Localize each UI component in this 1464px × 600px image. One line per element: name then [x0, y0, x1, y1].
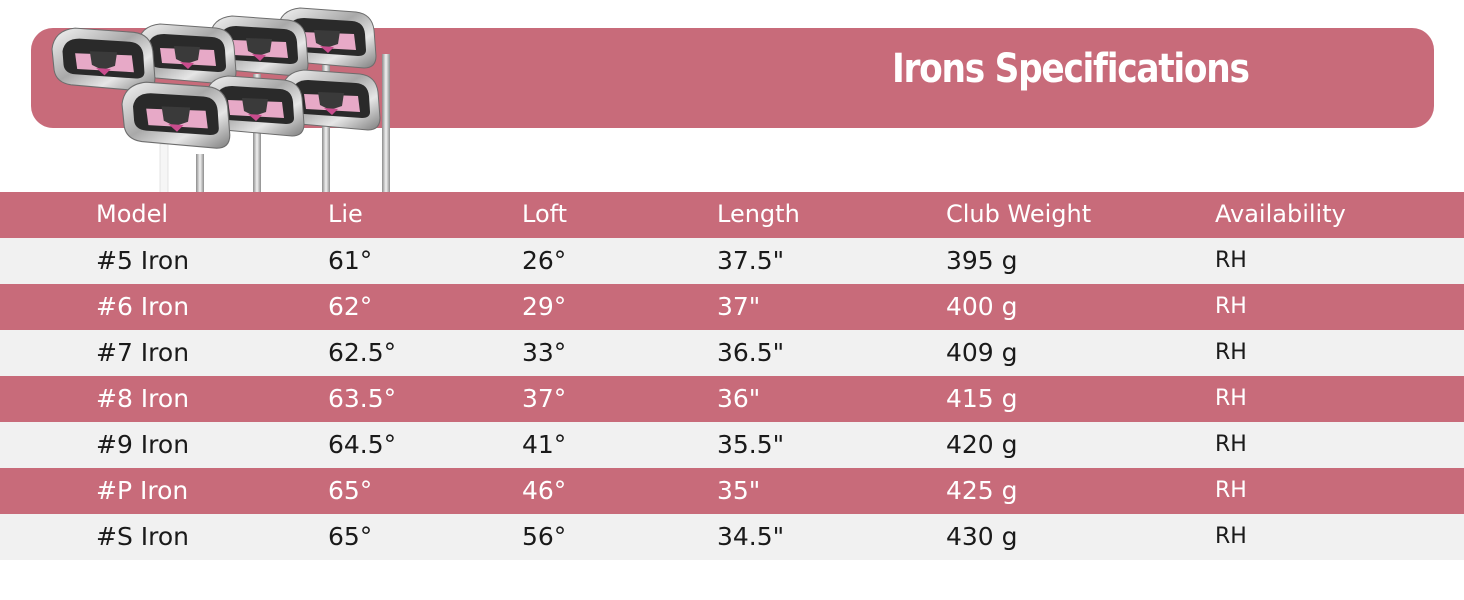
- cell-club-weight: 400 g: [946, 292, 1018, 321]
- cell-length: 36": [717, 384, 761, 413]
- table-row: #7 Iron 62.5° 33° 36.5" 409 g RH: [0, 330, 1464, 376]
- cell-loft: 26°: [522, 246, 567, 275]
- cell-lie: 62°: [328, 292, 373, 321]
- cell-club-weight: 415 g: [946, 384, 1018, 413]
- table-row: #P Iron 65° 46° 35" 425 g RH: [0, 468, 1464, 514]
- cell-loft: 46°: [522, 476, 567, 505]
- cell-availability: RH: [1215, 432, 1247, 457]
- page-title: Irons Specifications: [892, 46, 1250, 92]
- cell-model: #7 Iron: [96, 338, 190, 367]
- cell-model: #6 Iron: [96, 292, 190, 321]
- cell-club-weight: 425 g: [946, 476, 1018, 505]
- cell-length: 35": [717, 476, 761, 505]
- cell-lie: 61°: [328, 246, 373, 275]
- cell-length: 34.5": [717, 522, 785, 551]
- table-row: #S Iron 65° 56° 34.5" 430 g RH: [0, 514, 1464, 560]
- cell-model: #9 Iron: [96, 430, 190, 459]
- cell-loft: 33°: [522, 338, 567, 367]
- cell-loft: 56°: [522, 522, 567, 551]
- iron-set-image: [51, 7, 390, 196]
- table-header-row: Model Lie Loft Length Club Weight Availa…: [0, 192, 1464, 238]
- cell-availability: RH: [1215, 248, 1247, 273]
- cell-model: #P Iron: [96, 476, 189, 505]
- cell-length: 37.5": [717, 246, 785, 275]
- cell-club-weight: 430 g: [946, 522, 1018, 551]
- cell-length: 36.5": [717, 338, 785, 367]
- cell-availability: RH: [1215, 386, 1247, 411]
- cell-lie: 65°: [328, 476, 373, 505]
- cell-availability: RH: [1215, 340, 1247, 365]
- cell-availability: RH: [1215, 478, 1247, 503]
- cell-club-weight: 420 g: [946, 430, 1018, 459]
- table-row: #6 Iron 62° 29° 37" 400 g RH: [0, 284, 1464, 330]
- header-lie: Lie: [328, 200, 363, 228]
- cell-club-weight: 409 g: [946, 338, 1018, 367]
- cell-club-weight: 395 g: [946, 246, 1018, 275]
- header-length: Length: [717, 200, 800, 228]
- cell-lie: 65°: [328, 522, 373, 551]
- header-club-weight: Club Weight: [946, 200, 1092, 228]
- table-row: #9 Iron 64.5° 41° 35.5" 420 g RH: [0, 422, 1464, 468]
- cell-lie: 62.5°: [328, 338, 397, 367]
- cell-length: 35.5": [717, 430, 785, 459]
- cell-model: #S Iron: [96, 522, 190, 551]
- header-availability: Availability: [1215, 200, 1346, 228]
- header-loft: Loft: [522, 200, 568, 228]
- table-row: #8 Iron 63.5° 37° 36" 415 g RH: [0, 376, 1464, 422]
- cell-lie: 63.5°: [328, 384, 397, 413]
- cell-model: #8 Iron: [96, 384, 190, 413]
- cell-loft: 29°: [522, 292, 567, 321]
- cell-length: 37": [717, 292, 761, 321]
- header-model: Model: [96, 200, 169, 228]
- specs-table: Model Lie Loft Length Club Weight Availa…: [0, 192, 1464, 560]
- cell-availability: RH: [1215, 294, 1247, 319]
- cell-availability: RH: [1215, 524, 1247, 549]
- cell-lie: 64.5°: [328, 430, 397, 459]
- cell-model: #5 Iron: [96, 246, 190, 275]
- table-row: #5 Iron 61° 26° 37.5" 395 g RH: [0, 238, 1464, 284]
- cell-loft: 41°: [522, 430, 567, 459]
- cell-loft: 37°: [522, 384, 567, 413]
